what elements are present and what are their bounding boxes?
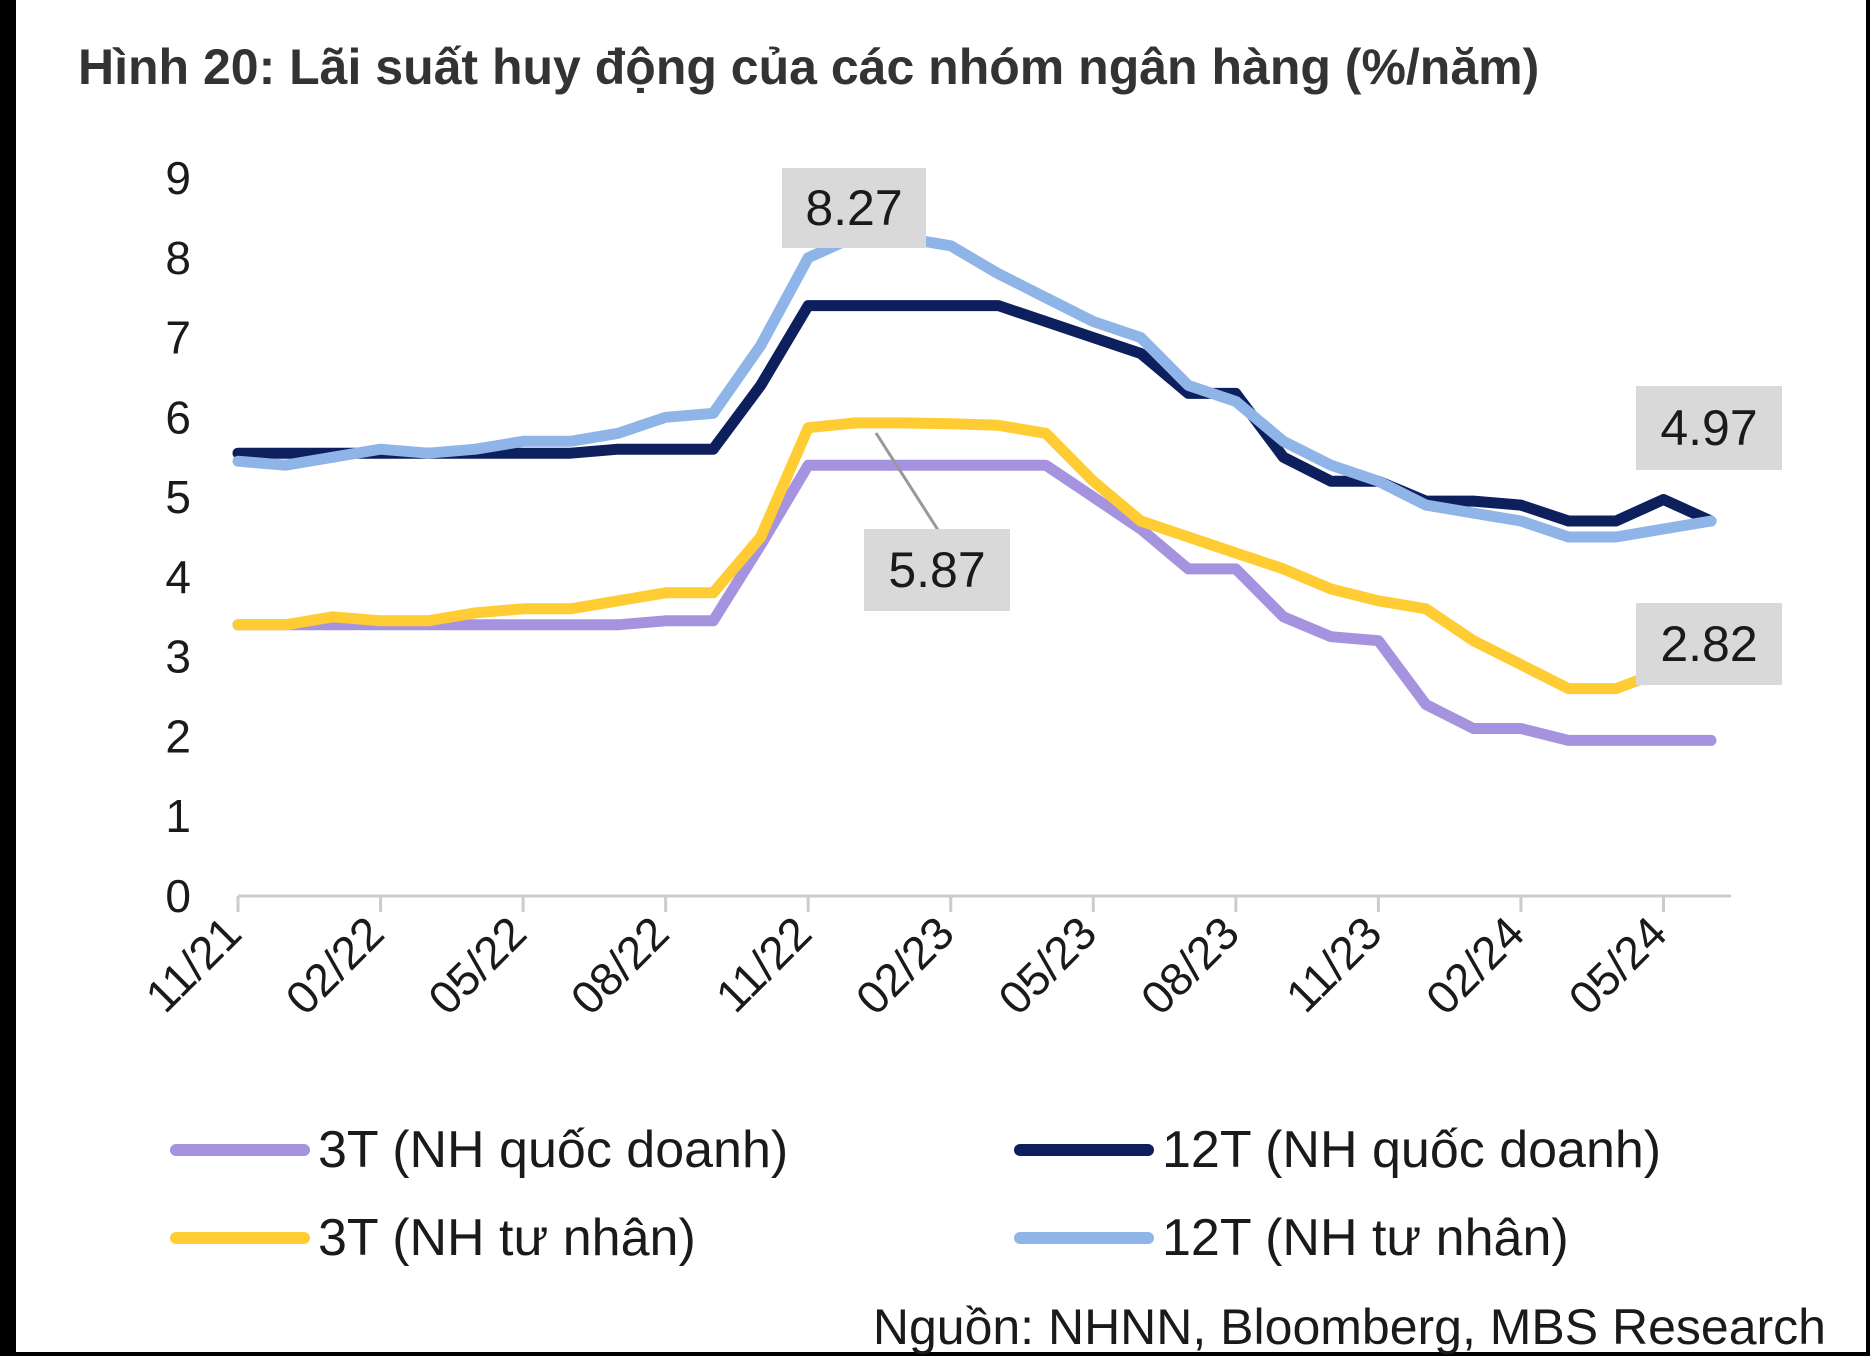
legend-label: 12T (NH quốc doanh): [1162, 1121, 1662, 1179]
annotation-box: [1636, 386, 1782, 470]
series-line-2: [232, 300, 1717, 527]
chart-title: Hình 20: Lãi suất huy động của các nhóm …: [78, 39, 1540, 95]
x-tick-label: 02/22: [275, 906, 393, 1024]
x-tick-label: 05/22: [418, 906, 536, 1024]
y-tick-label: 4: [165, 551, 191, 603]
annotation-box: [782, 168, 926, 248]
legend-swatch-12t-quoc-doanh: [1014, 1144, 1154, 1156]
y-tick-label: 9: [165, 152, 191, 204]
y-tick-label: 5: [165, 471, 191, 523]
chart-frame: Hình 20: Lãi suất huy động của các nhóm …: [16, 0, 1866, 1355]
legend-swatch-3t-quoc-doanh: [170, 1144, 310, 1156]
annotation-label: 5.87: [888, 542, 985, 598]
legend-label: 3T (NH tư nhân): [318, 1209, 696, 1267]
x-tick-label: 08/22: [561, 906, 679, 1024]
annotation-box: [1636, 603, 1782, 685]
y-tick-label: 6: [165, 391, 191, 443]
series-layer: [232, 230, 1717, 746]
series-line-3: [232, 417, 1717, 695]
series-line-1: [232, 459, 1717, 746]
x-tick-label: 05/24: [1558, 906, 1676, 1024]
annotation-box: [864, 529, 1010, 611]
annotation-leader: [874, 432, 940, 531]
annotation-layer: 8.27 5.87 4.97 2.82: [782, 168, 1782, 685]
legend-label: 12T (NH tư nhân): [1162, 1209, 1569, 1267]
legend-label: 3T (NH quốc doanh): [318, 1121, 789, 1179]
annotation-label: 2.82: [1660, 616, 1757, 672]
x-tick-label: 02/24: [1416, 906, 1534, 1024]
y-tick-label: 7: [165, 312, 191, 364]
y-tick-label: 2: [165, 710, 191, 762]
x-tick-label: 11/21: [135, 906, 251, 1022]
x-tick-label: 11/23: [1276, 906, 1392, 1022]
source-note: Nguồn: NHNN, Bloomberg, MBS Research: [872, 1299, 1826, 1355]
x-tick-label: 08/23: [1131, 906, 1249, 1024]
legend-item-12t-quoc-doanh: 12T (NH quốc doanh): [1014, 1115, 1661, 1185]
x-tick-label: 11/22: [706, 906, 822, 1022]
legend-item-3t-quoc-doanh: 3T (NH quốc doanh): [170, 1115, 788, 1185]
legend-swatch-3t-tu-nhan: [170, 1232, 310, 1244]
annotation-label: 4.97: [1660, 400, 1757, 456]
series-line-4: [232, 230, 1717, 543]
y-axis: 0 1 2 3 4 5 6 7 8 9: [165, 152, 191, 922]
annotation-label: 8.27: [805, 180, 902, 236]
legend-swatch-12t-tu-nhan: [1014, 1232, 1154, 1244]
x-tick-label: 02/23: [846, 906, 964, 1024]
x-axis: 11/21 02/22 05/22 08/22 11/22 02/23 05/23 08/23…: [135, 894, 1731, 1024]
y-tick-label: 8: [165, 232, 191, 284]
y-tick-label: 3: [165, 631, 191, 683]
legend-item-12t-tu-nhan: 12T (NH tư nhân): [1014, 1203, 1569, 1273]
y-tick-label: 0: [165, 870, 191, 922]
y-tick-label: 1: [165, 790, 191, 842]
x-tick-label: 05/23: [988, 906, 1106, 1024]
legend-item-3t-tu-nhan: 3T (NH tư nhân): [170, 1203, 696, 1273]
